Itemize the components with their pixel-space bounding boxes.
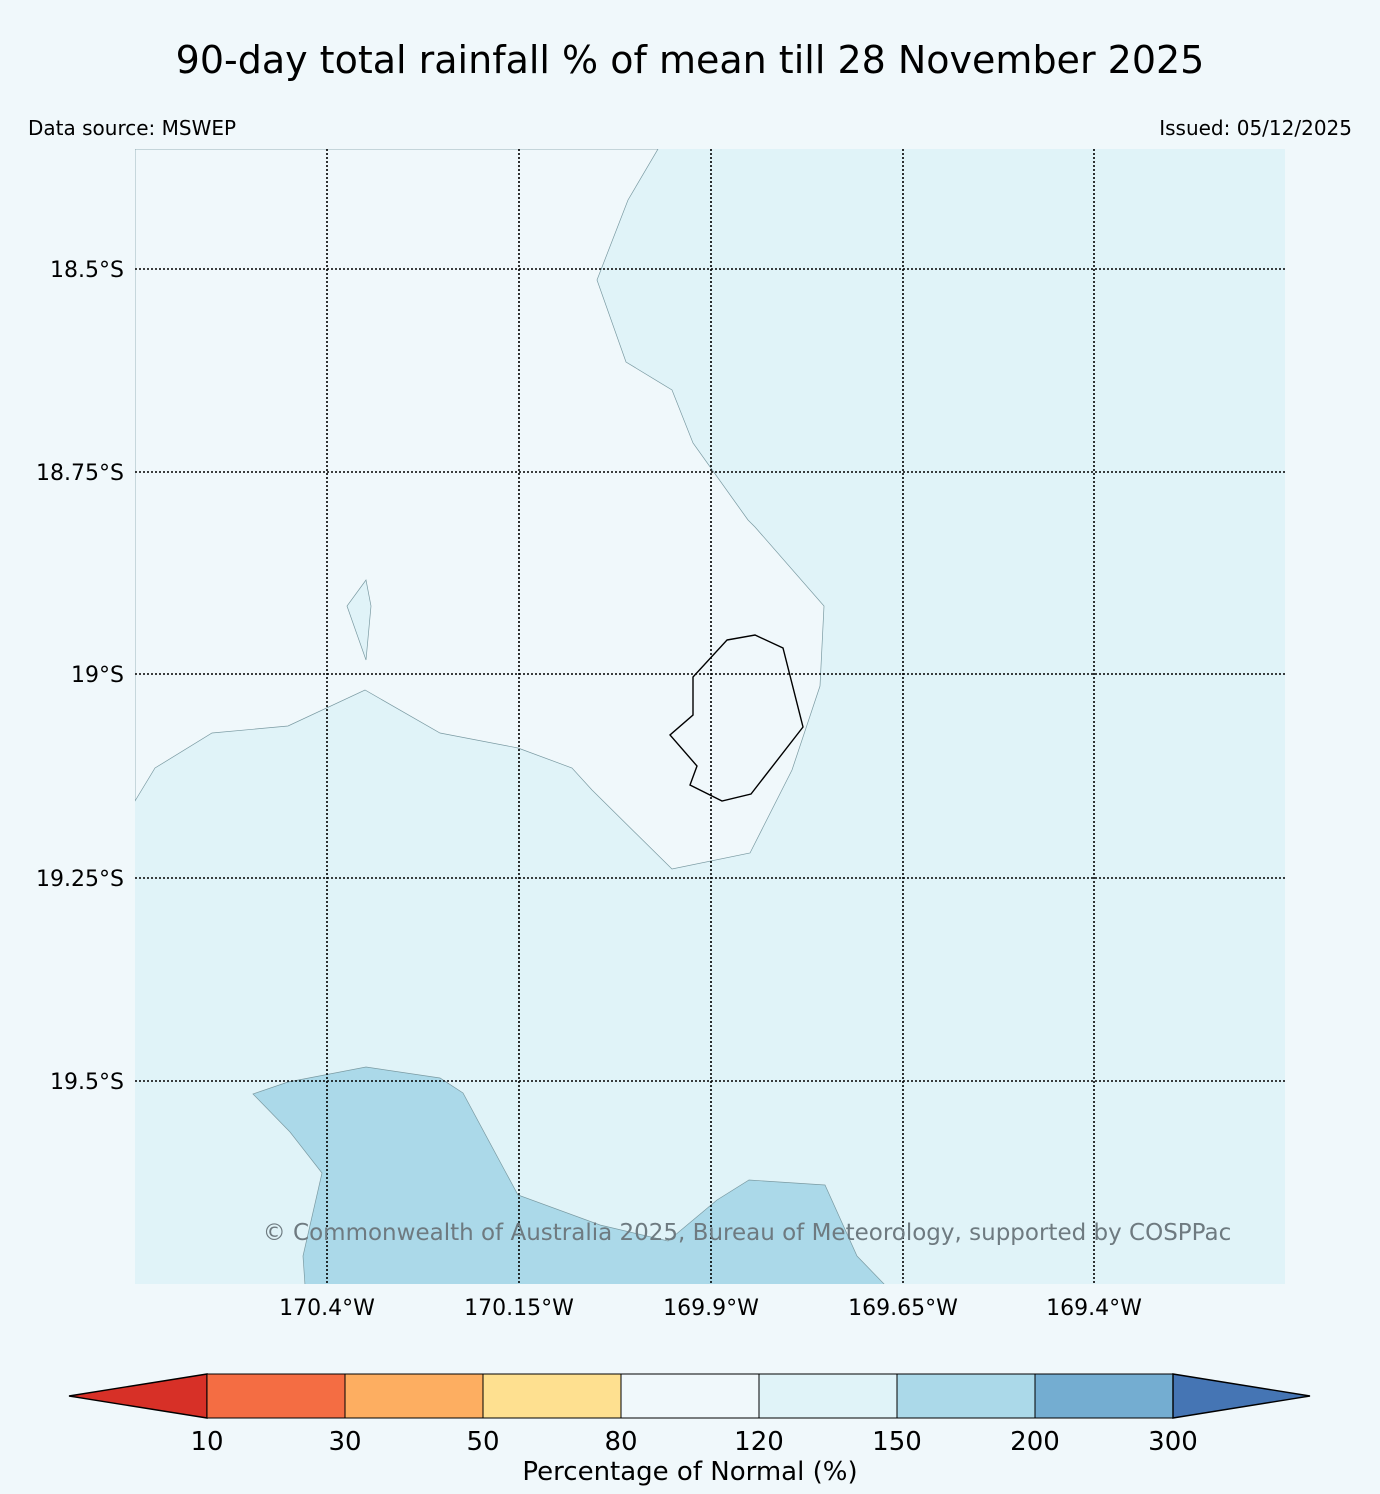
map-title: 90-day total rainfall % of mean till 28 …	[175, 38, 1205, 82]
lat-label-5: 19.5°S	[50, 1070, 124, 1095]
lat-label-3: 19°S	[71, 663, 124, 688]
colorbar-segment-200-300	[1034, 1373, 1174, 1419]
lat-label-4: 19.25°S	[36, 867, 124, 892]
region-small-patch	[346, 579, 372, 661]
colorbar-extend-low	[68, 1373, 208, 1419]
lon-label-3: 169.9°W	[663, 1296, 759, 1321]
colorbar-extend-high	[1172, 1373, 1311, 1419]
copyright-text: © Commonwealth of Australia 2025, Bureau…	[263, 1220, 1232, 1246]
colorbar-tick-1: 10	[190, 1427, 223, 1457]
colorbar-segment-50-80	[482, 1373, 622, 1419]
colorbar-tick-5: 120	[734, 1427, 784, 1457]
colorbar-segment-30-50	[344, 1373, 484, 1419]
map-panel	[135, 149, 1285, 1284]
colorbar: 10 30 50 80 120 150 200 300 Percentage o…	[68, 1373, 1311, 1487]
latitude-labels: 18.5°S 18.75°S 19°S 19.25°S 19.5°S	[36, 258, 124, 1095]
lon-label-4: 169.65°W	[848, 1296, 958, 1321]
lon-label-5: 169.4°W	[1046, 1296, 1142, 1321]
colorbar-tick-7: 200	[1010, 1427, 1060, 1457]
lat-label-2: 18.75°S	[36, 461, 124, 486]
longitude-labels: 170.4°W 170.15°W 169.9°W 169.65°W 169.4°…	[279, 1296, 1142, 1321]
colorbar-tick-2: 30	[328, 1427, 361, 1457]
data-source-label: Data source: MSWEP	[28, 116, 237, 140]
region-150-200	[252, 1066, 885, 1284]
colorbar-tick-8: 300	[1148, 1427, 1198, 1457]
island-coastline	[669, 634, 804, 802]
colorbar-tick-4: 80	[604, 1427, 637, 1457]
lat-label-1: 18.5°S	[50, 258, 124, 283]
colorbar-segment-10-30	[206, 1373, 346, 1419]
region-80-120	[135, 149, 825, 870]
lon-label-2: 170.15°W	[464, 1296, 574, 1321]
issued-date-label: Issued: 05/12/2025	[1159, 116, 1352, 140]
colorbar-tick-3: 50	[466, 1427, 499, 1457]
graticule	[135, 149, 1285, 1284]
colorbar-tick-6: 150	[872, 1427, 922, 1457]
colorbar-segment-120-150	[758, 1373, 898, 1419]
colorbar-title: Percentage of Normal (%)	[522, 1457, 857, 1487]
colorbar-segment-150-200	[896, 1373, 1036, 1419]
lon-label-1: 170.4°W	[279, 1296, 375, 1321]
colorbar-segment-80-120	[620, 1373, 760, 1419]
